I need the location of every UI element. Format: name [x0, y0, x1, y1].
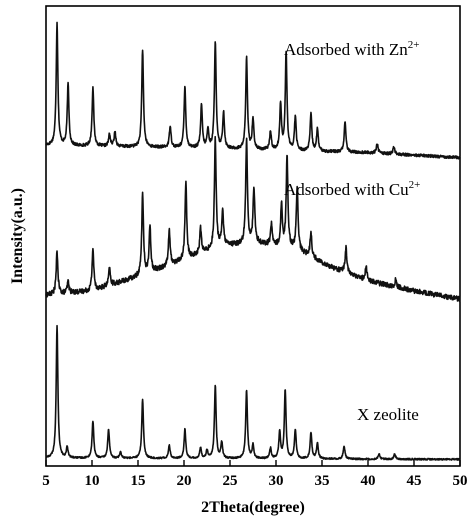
series-label-cu: Adsorbed with Cu2+ [284, 179, 420, 199]
series-line-1 [45, 21, 461, 160]
x-tick-label: 30 [269, 473, 284, 489]
series-label-cu-sup: 2+ [409, 179, 421, 191]
x-tick-label: 15 [131, 473, 146, 489]
x-tick-label: 35 [315, 473, 330, 489]
x-axis-ticks: 5 10 15 20 25 30 35 40 45 50 [42, 460, 468, 489]
x-tick-label: 45 [407, 473, 422, 489]
x-tick-label: 25 [223, 473, 238, 489]
series-label-zn-base: Adsorbed with Zn [284, 40, 408, 59]
series-line-3 [45, 324, 461, 461]
x-tick-label: 40 [361, 473, 376, 489]
x-tick-label: 20 [177, 473, 192, 489]
series-label-x-zeolite: X zeolite [357, 405, 419, 424]
x-axis-label: 2Theta(degree) [201, 499, 305, 516]
x-tick-label: 10 [85, 473, 100, 489]
series-label-zn: Adsorbed with Zn2+ [284, 39, 419, 59]
series-traces [45, 21, 461, 461]
x-tick-label: 5 [42, 473, 50, 489]
x-tick-label: 50 [453, 473, 468, 489]
series-line-2 [45, 135, 461, 303]
series-label-zn-sup: 2+ [408, 39, 420, 51]
plot-frame [45, 5, 461, 467]
series-label-cu-base: Adsorbed with Cu [284, 180, 409, 199]
y-axis-label: Intensity(a.u.) [9, 188, 26, 284]
